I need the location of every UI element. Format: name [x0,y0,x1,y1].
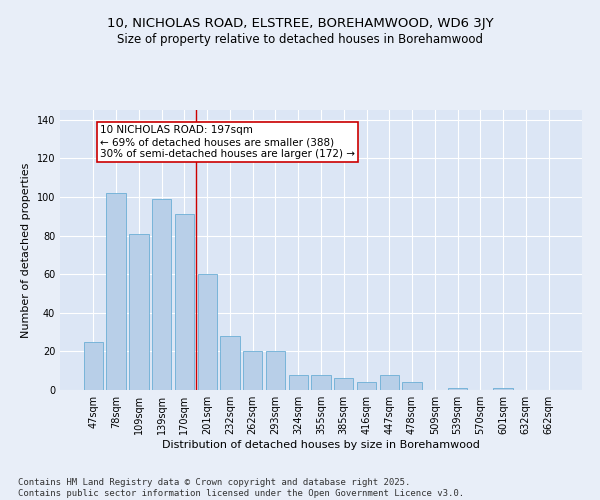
Text: 10, NICHOLAS ROAD, ELSTREE, BOREHAMWOOD, WD6 3JY: 10, NICHOLAS ROAD, ELSTREE, BOREHAMWOOD,… [107,18,493,30]
Bar [334,378,353,390]
Bar [152,199,172,390]
Bar [129,234,149,390]
Text: Contains HM Land Registry data © Crown copyright and database right 2025.
Contai: Contains HM Land Registry data © Crown c… [18,478,464,498]
Bar [106,193,126,390]
Bar [289,374,308,390]
Bar [311,374,331,390]
Bar [197,274,217,390]
Bar [403,382,422,390]
Bar [175,214,194,390]
Bar [84,342,103,390]
Text: 10 NICHOLAS ROAD: 197sqm
← 69% of detached houses are smaller (388)
30% of semi-: 10 NICHOLAS ROAD: 197sqm ← 69% of detach… [100,126,355,158]
Bar [493,388,513,390]
X-axis label: Distribution of detached houses by size in Borehamwood: Distribution of detached houses by size … [162,440,480,450]
Bar [380,374,399,390]
Bar [266,352,285,390]
Bar [357,382,376,390]
Bar [220,336,239,390]
Bar [448,388,467,390]
Bar [243,352,262,390]
Y-axis label: Number of detached properties: Number of detached properties [21,162,31,338]
Text: Size of property relative to detached houses in Borehamwood: Size of property relative to detached ho… [117,32,483,46]
